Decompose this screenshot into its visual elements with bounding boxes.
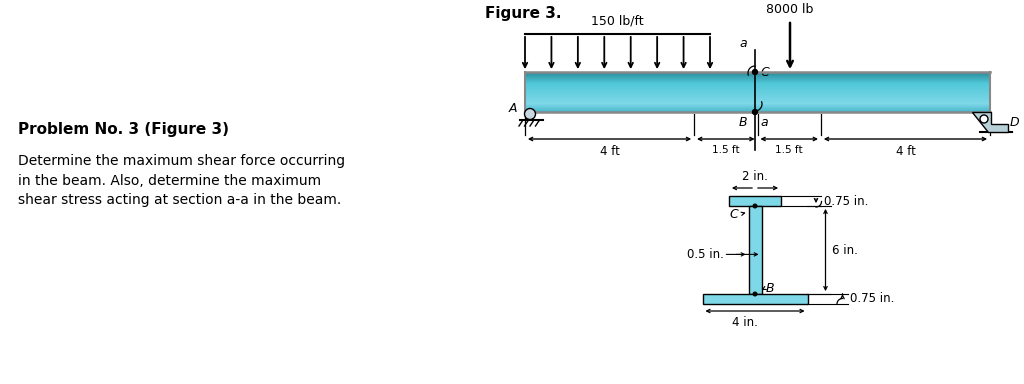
Bar <box>525 99 990 100</box>
Bar <box>525 106 990 107</box>
Text: D: D <box>1010 116 1020 129</box>
Bar <box>525 100 990 101</box>
Text: 6 in.: 6 in. <box>831 243 857 257</box>
Bar <box>525 110 990 111</box>
Bar <box>525 85 990 86</box>
Bar <box>525 92 990 93</box>
Bar <box>525 107 990 108</box>
Bar <box>702 294 808 304</box>
Bar <box>525 87 990 88</box>
Bar <box>525 105 990 106</box>
Text: 8000 lb: 8000 lb <box>766 3 814 16</box>
Bar <box>525 78 990 79</box>
Circle shape <box>753 109 758 114</box>
Bar <box>525 96 990 97</box>
Bar <box>525 111 990 112</box>
Bar <box>525 79 990 80</box>
Text: 1.5 ft: 1.5 ft <box>775 145 803 155</box>
Text: C: C <box>730 207 738 220</box>
Text: a: a <box>760 116 768 129</box>
Circle shape <box>754 204 757 208</box>
Bar <box>525 76 990 77</box>
Bar <box>525 95 990 96</box>
Text: 4 ft: 4 ft <box>600 145 620 158</box>
Bar <box>525 86 990 87</box>
Bar <box>525 97 990 98</box>
Text: B: B <box>766 281 774 295</box>
Circle shape <box>524 109 536 119</box>
Bar <box>525 98 990 99</box>
Bar <box>525 74 990 75</box>
Bar <box>525 83 990 84</box>
Bar <box>729 196 781 206</box>
Text: Problem No. 3 (Figure 3): Problem No. 3 (Figure 3) <box>18 122 229 137</box>
Text: 4 in.: 4 in. <box>731 316 758 329</box>
Bar <box>749 206 762 294</box>
Bar <box>525 109 990 110</box>
Text: a: a <box>739 37 746 50</box>
Bar <box>525 84 990 85</box>
Text: C: C <box>760 66 769 79</box>
Bar <box>525 101 990 102</box>
Bar <box>525 73 990 74</box>
Bar <box>525 91 990 92</box>
Text: 150 lb/ft: 150 lb/ft <box>591 15 644 28</box>
Bar <box>525 104 990 105</box>
Text: 0.75 in.: 0.75 in. <box>824 195 868 207</box>
Bar <box>525 75 990 76</box>
Bar <box>525 90 990 91</box>
Bar <box>525 72 990 73</box>
Text: Figure 3.: Figure 3. <box>485 6 561 21</box>
Circle shape <box>753 70 758 74</box>
Bar <box>525 108 990 109</box>
Text: A: A <box>509 101 517 114</box>
Text: 0.75 in.: 0.75 in. <box>851 293 895 306</box>
Bar <box>525 82 990 83</box>
Bar <box>525 102 990 103</box>
Bar <box>525 103 990 104</box>
Text: 1.5 ft: 1.5 ft <box>712 145 739 155</box>
Bar <box>525 81 990 82</box>
Circle shape <box>980 115 988 123</box>
Bar <box>525 88 990 89</box>
Text: 2 in.: 2 in. <box>742 170 768 183</box>
Text: Determine the maximum shear force occurring
in the beam. Also, determine the max: Determine the maximum shear force occurr… <box>18 154 345 207</box>
Bar <box>525 77 990 78</box>
Text: 4 ft: 4 ft <box>896 145 915 158</box>
Bar <box>525 94 990 95</box>
Bar <box>525 89 990 90</box>
Bar <box>525 93 990 94</box>
Text: B: B <box>738 116 746 129</box>
Bar <box>525 80 990 81</box>
Circle shape <box>754 292 757 296</box>
Text: 0.5 in.: 0.5 in. <box>687 248 724 261</box>
Polygon shape <box>972 112 1008 132</box>
